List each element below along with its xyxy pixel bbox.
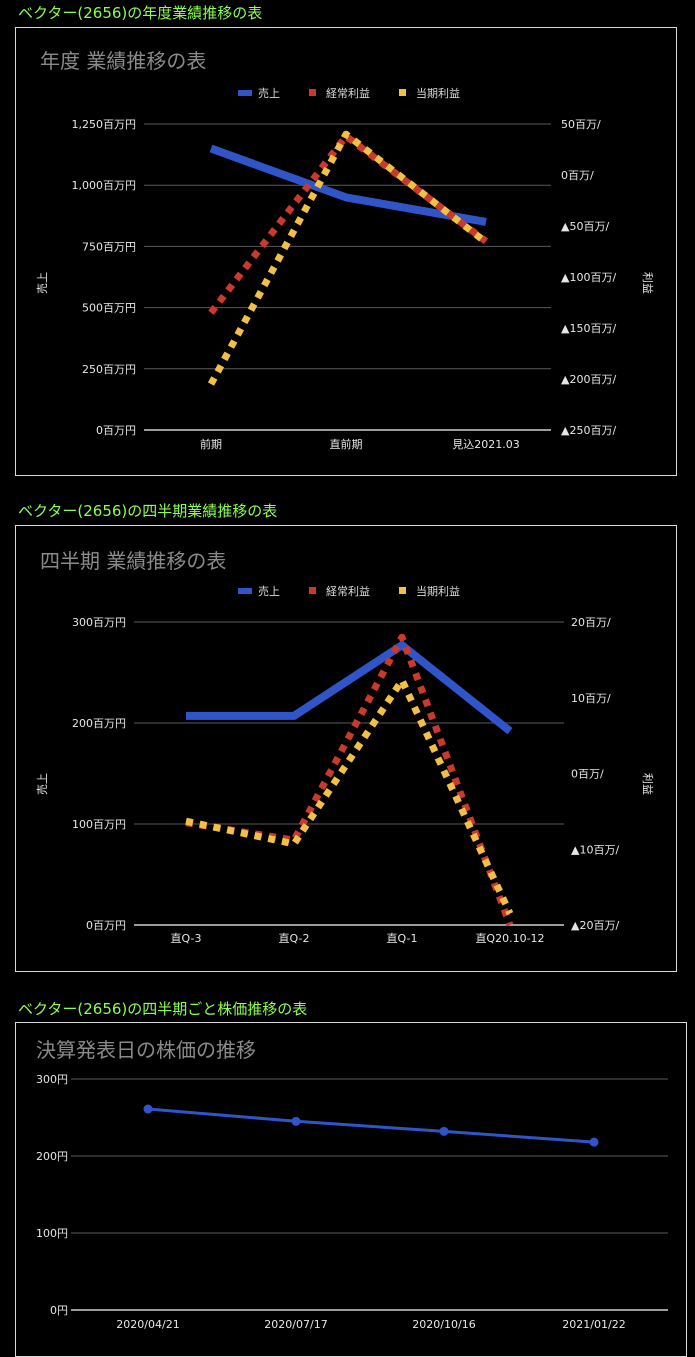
y-tick-label: 100円 bbox=[36, 1227, 68, 1240]
y2-tick-label: 0百万/ bbox=[561, 169, 594, 182]
y-tick-label: 1,000百万円 bbox=[72, 179, 137, 192]
data-point bbox=[439, 1126, 449, 1136]
y-tick-label: 250百万円 bbox=[82, 363, 136, 376]
y-tick-label: 750百万円 bbox=[82, 240, 136, 253]
y-tick-label: 500百万円 bbox=[82, 302, 136, 315]
data-point bbox=[589, 1137, 599, 1147]
y2-tick-label: ▲200百万/ bbox=[561, 373, 616, 386]
x-tick-label: 直Q-3 bbox=[171, 931, 202, 945]
x-tick-label: 2020/04/21 bbox=[116, 1318, 179, 1331]
annual-chart-panel: 年度 業績推移の表 0百万円 250百万円 500百万円 750百万円 1,000百万円 1… bbox=[15, 27, 677, 476]
legend-label: 経常利益 bbox=[326, 86, 370, 100]
y2-tick-label: ▲250百万/ bbox=[561, 424, 616, 437]
stock-price-chart: 決算発表日の株価の推移 0円 100円 200円 300円 2020/04/21 2020/… bbox=[36, 1038, 668, 1331]
y-tick-label: 200百万円 bbox=[72, 717, 126, 730]
series-line-0 bbox=[147, 1107, 595, 1144]
y2-tick-label: ▲100百万/ bbox=[561, 271, 616, 284]
y2-tick-label: 0百万/ bbox=[571, 768, 604, 781]
legend-swatch bbox=[238, 588, 252, 594]
y-tick-label: 0百万円 bbox=[96, 424, 136, 437]
x-tick-label: 2020/10/16 bbox=[412, 1318, 475, 1331]
annual-performance-chart: 年度 業績推移の表 0百万円 250百万円 500百万円 750百万円 1,000百万円 1… bbox=[36, 49, 655, 451]
y2-tick-label: 10百万/ bbox=[571, 692, 611, 705]
y-tick-label: 300円 bbox=[36, 1073, 68, 1086]
y-tick-label: 200円 bbox=[36, 1150, 68, 1163]
y-axis-label: 売上 bbox=[36, 272, 49, 294]
y-tick-label: 0百万円 bbox=[86, 919, 126, 932]
legend-label: 売上 bbox=[258, 585, 280, 598]
y-axis-label: 売上 bbox=[36, 773, 49, 795]
x-tick-label: 直前期 bbox=[330, 437, 363, 451]
x-tick-label: 2021/01/22 bbox=[562, 1318, 625, 1331]
legend-swatch bbox=[399, 89, 406, 96]
legend-swatch bbox=[399, 587, 406, 594]
y2-axis-label: 利益 bbox=[641, 773, 655, 795]
y2-tick-label: 20百万/ bbox=[571, 616, 611, 629]
x-tick-label: 直Q-1 bbox=[387, 931, 418, 945]
y2-tick-label: ▲150百万/ bbox=[561, 322, 616, 335]
chart-title: 四半期 業績推移の表 bbox=[40, 549, 226, 573]
data-point bbox=[143, 1104, 153, 1114]
y2-tick-label: ▲50百万/ bbox=[561, 220, 609, 233]
series-line-2 bbox=[185, 676, 514, 916]
series-line-0 bbox=[186, 641, 513, 735]
series-line-2 bbox=[207, 130, 489, 386]
stock-chart-panel: 決算発表日の株価の推移 0円 100円 200円 300円 2020/04/21 2020/… bbox=[15, 1022, 687, 1357]
y2-axis-label: 利益 bbox=[641, 272, 655, 294]
y-tick-label: 100百万円 bbox=[72, 818, 126, 831]
y2-tick-label: ▲20百万/ bbox=[571, 919, 619, 932]
legend-label: 当期利益 bbox=[416, 86, 460, 100]
quarterly-performance-chart: 四半期 業績推移の表 0百万円 100百万円 200百万円 300百万円 ▲20百万/ ▲1… bbox=[36, 549, 655, 945]
x-tick-label: 見込2021.03 bbox=[452, 438, 520, 451]
quarterly-chart-panel: 四半期 業績推移の表 0百万円 100百万円 200百万円 300百万円 ▲20百万/ ▲1… bbox=[15, 525, 677, 972]
x-tick-label: 直Q20.10-12 bbox=[475, 931, 544, 945]
data-point bbox=[291, 1116, 301, 1126]
y2-tick-label: ▲10百万/ bbox=[571, 843, 619, 856]
annual-chart-heading: ベクター(2656)の年度業績推移の表 bbox=[18, 4, 263, 22]
legend-label: 経常利益 bbox=[326, 584, 370, 598]
y2-tick-label: 50百万/ bbox=[561, 118, 601, 131]
y-tick-label: 0円 bbox=[50, 1304, 68, 1317]
x-tick-label: 直Q-2 bbox=[279, 931, 310, 945]
legend-swatch bbox=[309, 89, 316, 96]
quarterly-chart-heading: ベクター(2656)の四半期業績推移の表 bbox=[18, 502, 278, 520]
series-line-0 bbox=[209, 144, 487, 226]
legend-swatch bbox=[238, 90, 252, 96]
legend-label: 売上 bbox=[258, 87, 280, 100]
series-line-1 bbox=[185, 633, 514, 927]
chart-title: 年度 業績推移の表 bbox=[40, 49, 206, 73]
legend-swatch bbox=[309, 587, 316, 594]
chart-title: 決算発表日の株価の推移 bbox=[36, 1038, 256, 1062]
y-tick-label: 1,250百万円 bbox=[72, 118, 137, 131]
x-tick-label: 2020/07/17 bbox=[264, 1318, 327, 1331]
x-tick-label: 前期 bbox=[200, 437, 222, 451]
legend-label: 当期利益 bbox=[416, 584, 460, 598]
y-tick-label: 300百万円 bbox=[72, 616, 126, 629]
series-line-1 bbox=[208, 132, 489, 315]
stock-chart-heading: ベクター(2656)の四半期ごと株価推移の表 bbox=[18, 1000, 308, 1018]
